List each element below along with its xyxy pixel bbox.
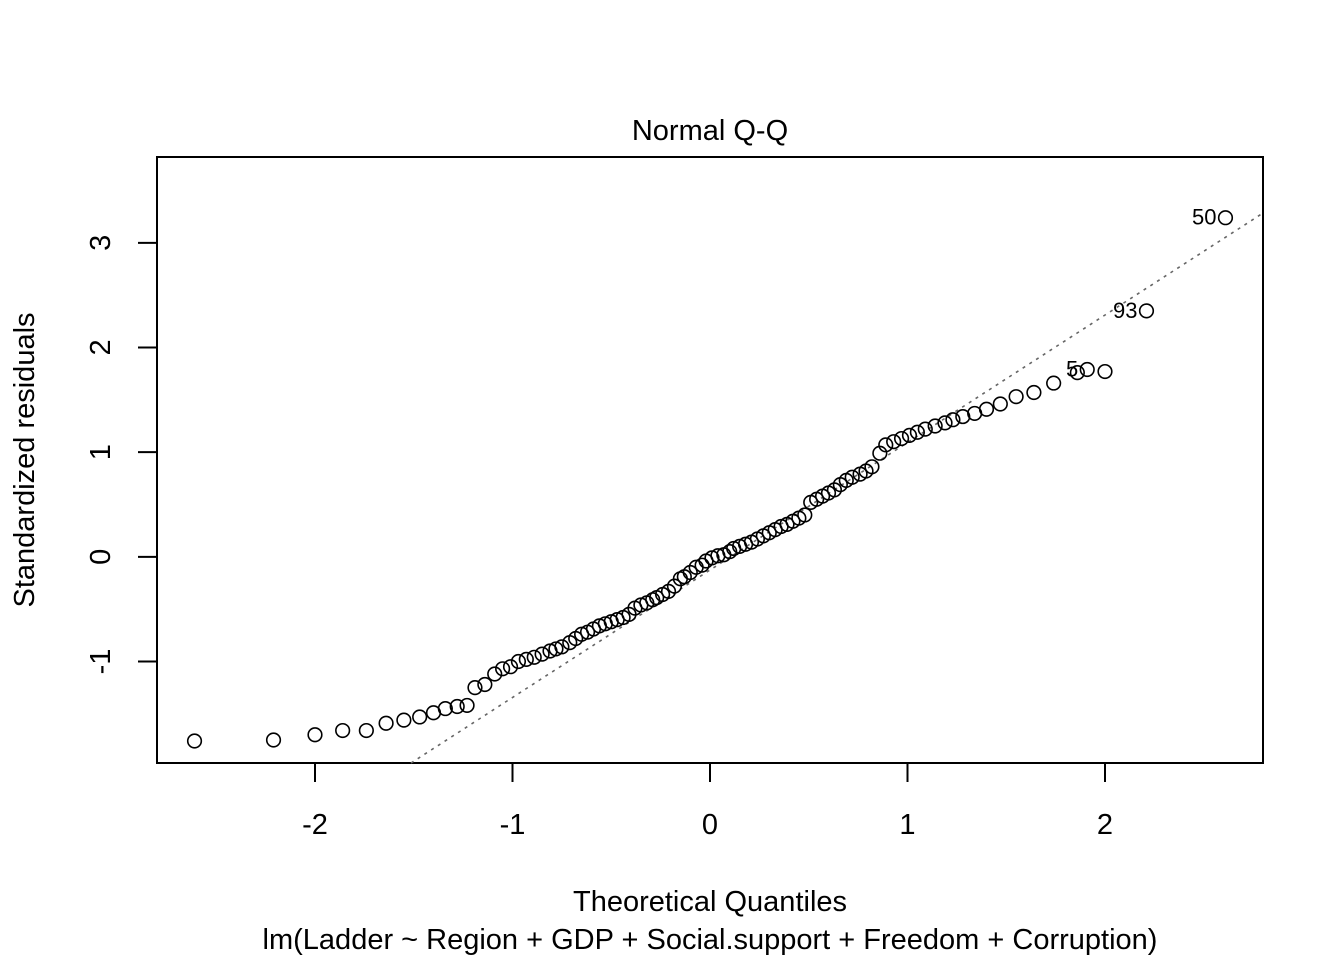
data-point	[992, 396, 1008, 412]
data-point	[518, 651, 534, 667]
data-point	[937, 415, 953, 431]
data-point	[1097, 363, 1113, 380]
data-point	[886, 434, 902, 450]
data-point	[878, 437, 894, 453]
x-tick-label: -1	[500, 809, 526, 841]
points-layer	[186, 210, 1234, 749]
data-point	[694, 557, 710, 573]
chart-title: Normal Q-Q	[632, 115, 788, 147]
y-tick-label: 1	[85, 444, 117, 460]
data-point	[467, 680, 483, 696]
data-point	[186, 733, 203, 749]
data-point	[1138, 303, 1155, 319]
data-point	[378, 715, 394, 731]
data-point	[1079, 361, 1095, 378]
data-point	[1008, 389, 1024, 405]
y-tick-label: 0	[85, 549, 117, 565]
x-tick-label: 2	[1097, 809, 1113, 841]
data-point	[396, 712, 412, 728]
data-point	[358, 722, 374, 739]
point-label: 5	[1066, 356, 1078, 381]
data-point	[1046, 375, 1062, 391]
x-tick-label: 0	[702, 809, 718, 841]
data-point	[927, 418, 943, 434]
data-point	[893, 430, 910, 447]
data-point	[495, 661, 511, 677]
data-point	[449, 698, 465, 715]
data-point	[526, 649, 542, 665]
data-point	[955, 408, 971, 425]
data-point	[487, 666, 503, 682]
data-point	[1026, 384, 1042, 401]
data-point	[844, 469, 860, 485]
data-point	[1217, 210, 1234, 226]
y-tick-label: -1	[85, 649, 117, 675]
data-point	[917, 421, 933, 437]
point-label: 93	[1113, 298, 1137, 323]
point-label: 50	[1192, 205, 1216, 230]
data-point	[437, 700, 453, 717]
reference-line	[410, 212, 1264, 764]
plot-frame	[156, 156, 1264, 764]
data-point	[978, 401, 995, 417]
x-tick-label: -2	[302, 809, 328, 841]
data-point	[864, 459, 880, 475]
data-point	[945, 412, 961, 428]
annotation-layer: 50 93 5	[1066, 205, 1217, 382]
data-point	[909, 424, 925, 440]
data-point	[307, 727, 323, 743]
data-point	[554, 639, 570, 655]
data-point	[510, 653, 527, 670]
y-tick-label: 3	[85, 235, 117, 251]
chart-subtitle: lm(Ladder ~ Region + GDP + Social.suppor…	[263, 924, 1158, 956]
data-point	[477, 676, 493, 693]
data-point	[412, 709, 428, 725]
reference-line-layer	[410, 212, 1264, 764]
x-axis-label: Theoretical Quantiles	[573, 886, 847, 918]
data-point	[459, 697, 475, 714]
data-point	[502, 659, 519, 675]
data-point	[534, 646, 550, 662]
data-point	[265, 732, 282, 748]
data-point	[335, 722, 351, 739]
data-point	[901, 427, 918, 444]
y-axis: -1 0 1 2 3	[85, 235, 158, 675]
x-tick-label: 1	[899, 809, 915, 841]
y-tick-label: 2	[85, 339, 117, 355]
x-axis: -2 -1 0 1 2	[302, 762, 1113, 841]
data-point	[1069, 365, 1085, 381]
data-point	[797, 507, 813, 523]
y-axis-label: Standardized residuals	[9, 312, 41, 607]
